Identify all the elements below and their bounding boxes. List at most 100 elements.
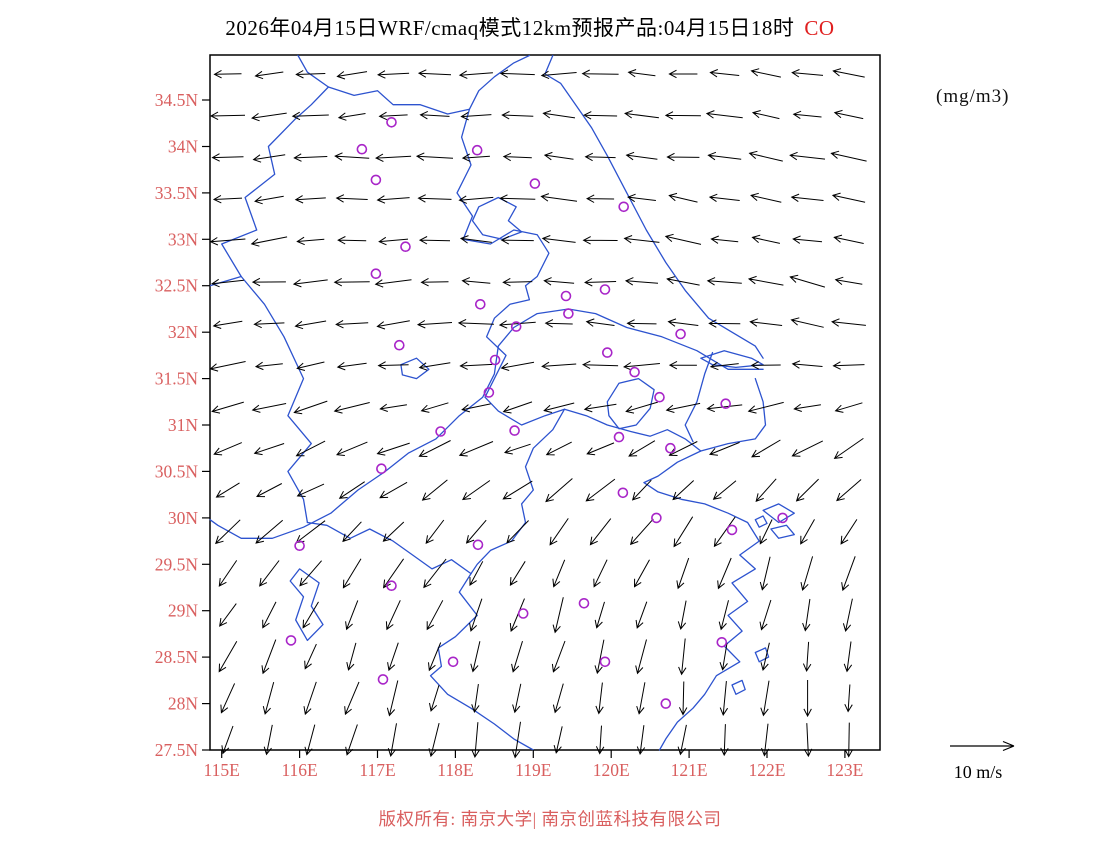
y-axis-label: 32N: [168, 322, 199, 342]
outline-zhejiang-north-border: [563, 408, 702, 452]
station-marker: [613, 431, 625, 443]
station-marker: [471, 144, 483, 156]
station-marker: [483, 387, 495, 398]
station-marker: [665, 442, 676, 454]
outline-zhejiang-jiangxi-fujian-border: [429, 572, 534, 751]
y-axis-label: 31N: [168, 415, 199, 435]
chart-title-text: 2026年04月15日WRF/cmaq模式12km预报产品:04月15日18时: [225, 16, 795, 40]
station-marker: [654, 391, 665, 403]
x-axis-label: 117E: [359, 760, 395, 780]
tick-marks: [202, 99, 846, 758]
y-axis-label: 32.5N: [155, 276, 199, 296]
outline-coast-south: [643, 377, 767, 751]
station-marker: [447, 656, 459, 668]
y-axis-label: 27.5N: [155, 740, 199, 760]
x-axis-label: 120E: [593, 760, 630, 780]
y-axis-label: 34.5N: [155, 90, 199, 110]
station-marker: [510, 321, 522, 332]
map-frame: [209, 54, 881, 751]
outline-zhoushan-island-2: [770, 524, 795, 539]
station-marker: [393, 339, 405, 351]
station-marker: [777, 512, 788, 524]
outline-shanghai-border: [684, 351, 714, 443]
outline-coast-north: [544, 54, 764, 359]
axis-labels: 115E 116E 117E 118E 119E 120E 121E 122E 123E 34.5…: [155, 90, 864, 780]
outline-chongming-island: [700, 350, 764, 369]
wind-scale-arrow: [950, 740, 1015, 752]
station-marker: [660, 698, 672, 709]
y-axis-label: 28N: [168, 694, 199, 714]
wind-arrows: [209, 68, 867, 759]
station-marker: [474, 298, 486, 310]
station-marker: [618, 201, 630, 213]
station-marker: [370, 268, 382, 280]
x-axis-label: 116E: [281, 760, 317, 780]
y-axis-label: 33.5N: [155, 183, 199, 203]
station-marker: [651, 512, 662, 524]
station-marker: [629, 366, 640, 378]
station-marker: [386, 580, 397, 592]
station-marker: [472, 539, 484, 551]
chart-title: 2026年04月15日WRF/cmaq模式12km预报产品:04月15日18时 C…: [0, 12, 1060, 42]
outline-shandong-border: [297, 54, 531, 115]
x-axis-label: 123E: [826, 760, 863, 780]
station-marker: [285, 635, 297, 646]
outline-west-border: [221, 86, 330, 524]
x-axis-label: 118E: [437, 760, 473, 780]
station-marker: [370, 174, 382, 186]
outline-poyang-lake: [289, 568, 324, 642]
outline-yangtze-river: [209, 308, 764, 539]
station-marker: [726, 524, 738, 536]
y-axis-label: 30.5N: [155, 461, 199, 481]
station-marker: [563, 308, 574, 319]
outline-zhoushan-island-3: [754, 515, 768, 528]
station-marker: [578, 597, 590, 609]
outline-island-5: [731, 679, 746, 695]
station-marker: [376, 463, 387, 475]
station-marker: [377, 674, 389, 685]
x-axis-label: 121E: [671, 760, 708, 780]
y-axis-label: 33N: [168, 229, 199, 249]
y-axis-label: 30N: [168, 508, 199, 528]
station-marker: [720, 398, 732, 410]
outline-hongze-lake: [471, 196, 523, 240]
station-marker: [529, 178, 541, 189]
station-marker: [517, 608, 529, 619]
map-outlines: [209, 54, 795, 751]
station-marker: [599, 284, 611, 295]
wind-scale: 10 m/s: [950, 740, 1015, 782]
x-axis-label: 122E: [749, 760, 786, 780]
station-marker: [489, 354, 501, 366]
station-markers: [285, 117, 788, 709]
outline-west-border-branch: [209, 275, 242, 287]
station-marker: [601, 347, 613, 358]
units-label: (mg/m3): [936, 86, 1010, 107]
station-marker: [435, 426, 446, 437]
y-axis-label: 29N: [168, 601, 199, 621]
outline-chaohu-lake: [400, 357, 430, 380]
station-marker: [509, 425, 520, 436]
station-marker: [386, 117, 397, 128]
outline-anhui-jiangxi-border: [306, 521, 472, 575]
station-marker: [716, 636, 728, 648]
y-axis-label: 34N: [168, 137, 199, 157]
outline-taihu-lake: [606, 377, 655, 430]
y-axis-label: 28.5N: [155, 647, 199, 667]
species-label: CO: [804, 16, 835, 40]
station-marker: [560, 290, 572, 302]
station-marker: [294, 540, 305, 552]
station-marker: [356, 143, 368, 155]
station-marker: [675, 328, 686, 340]
x-axis-label: 115E: [204, 760, 240, 780]
outline-island-4: [754, 647, 770, 663]
copyright-footer: 版权所有: 南京大学| 南京创蓝科技有限公司: [378, 809, 722, 829]
x-axis-label: 119E: [515, 760, 551, 780]
y-axis-label: 29.5N: [155, 554, 199, 574]
station-marker: [617, 487, 629, 499]
y-axis-label: 31.5N: [155, 369, 199, 389]
outline-zhoushan-island-1: [762, 503, 795, 524]
outline-jiangsu-anhui-border: [456, 108, 566, 426]
station-marker: [400, 241, 411, 252]
